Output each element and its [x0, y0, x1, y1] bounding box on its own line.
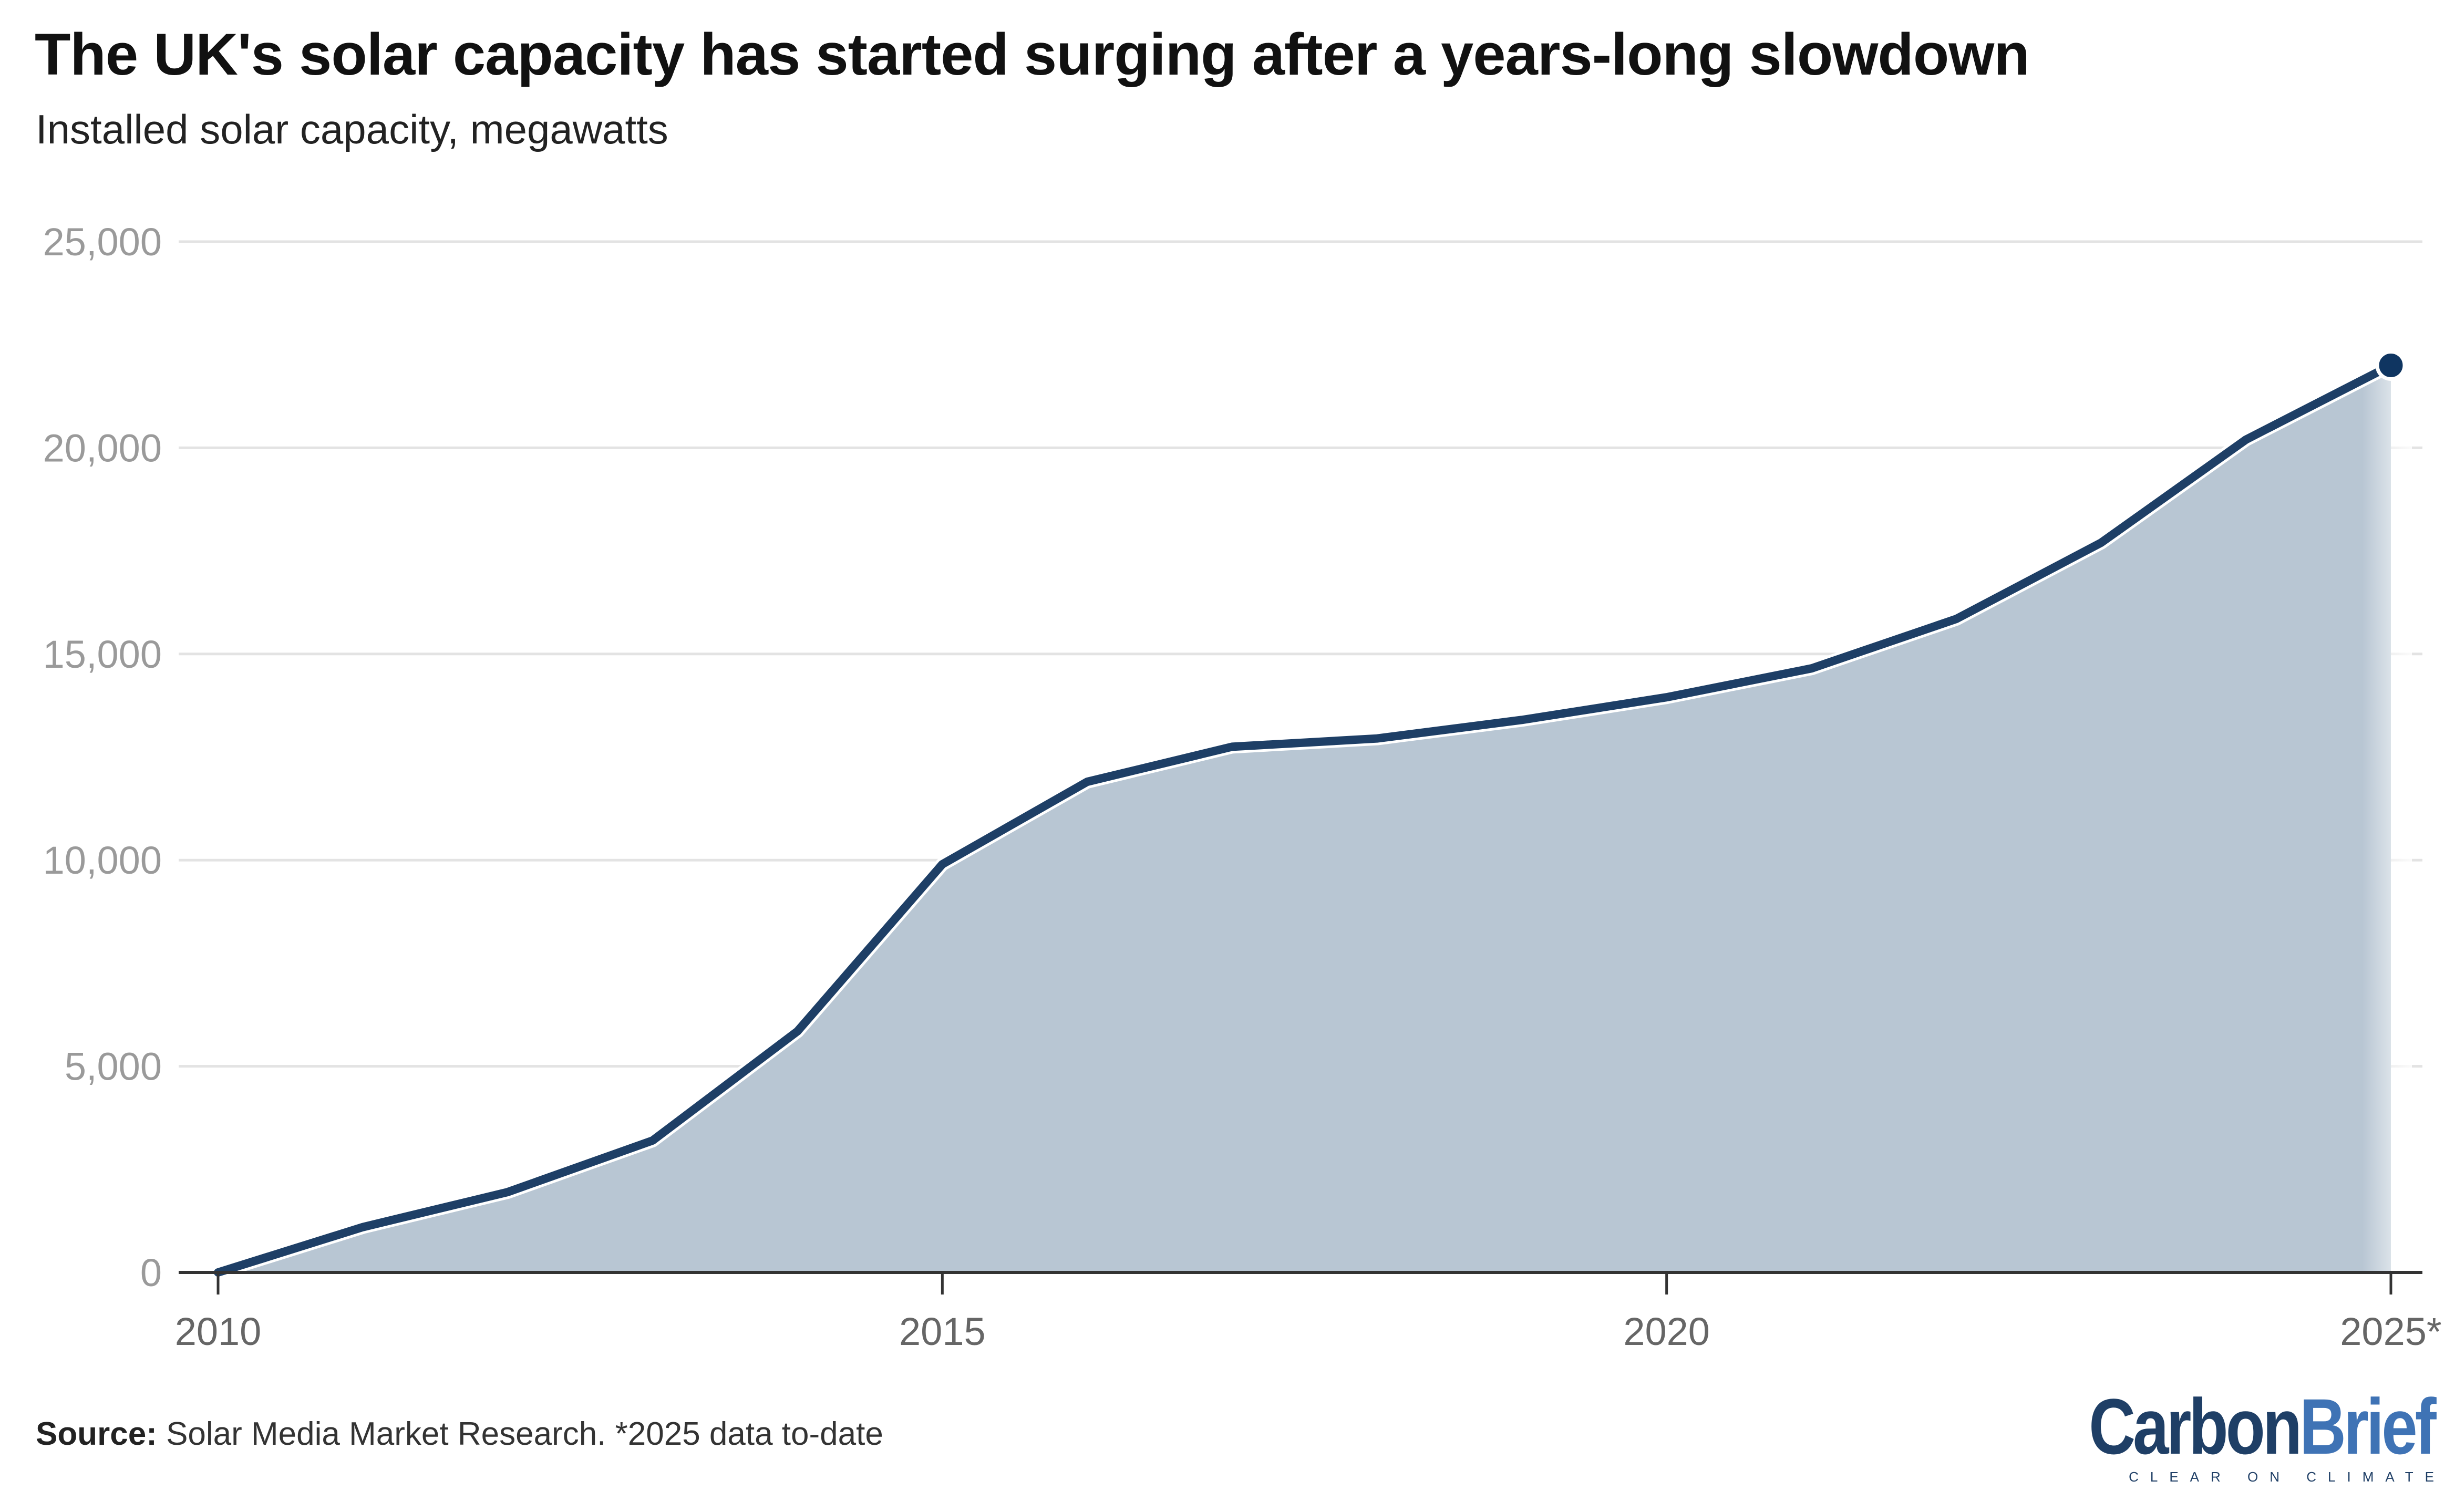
y-tick-label: 0	[140, 1251, 162, 1294]
area-fade	[2362, 376, 2412, 1272]
y-tick-label: 15,000	[43, 633, 162, 676]
source-label: Source:	[36, 1416, 157, 1452]
logo-word-brief: Brief	[2299, 1382, 2434, 1470]
logo-word-carbon: Carbon	[2089, 1382, 2299, 1470]
y-tick-label: 20,000	[43, 426, 162, 470]
y-tick-label: 10,000	[43, 838, 162, 882]
logo-tagline: CLEAR ON CLIMATE	[2013, 1469, 2446, 1485]
carbon-brief-logo: CarbonBrief CLEAR ON CLIMATE	[2013, 1387, 2434, 1485]
logo-wordmark: CarbonBrief	[2089, 1387, 2434, 1466]
source-note: Source: Solar Media Market Research. *20…	[36, 1415, 883, 1453]
x-tick-label: 2015	[899, 1310, 986, 1353]
solar-capacity-chart: 0 5,000 10,000 15,000 20,000 25,000 2010 2015 20…	[0, 0, 2455, 1512]
x-tick-label: 2010	[175, 1310, 262, 1353]
x-tick-label: 2020	[1623, 1310, 1710, 1353]
points	[2377, 351, 2405, 379]
last-data-point	[2377, 351, 2405, 379]
area-fill-group	[218, 365, 2412, 1272]
y-tick-label: 5,000	[65, 1045, 162, 1089]
x-tick-label: 2025*	[2340, 1310, 2441, 1353]
area-fill	[218, 365, 2391, 1272]
y-tick-label: 25,000	[43, 220, 162, 264]
source-text: Solar Media Market Research. *2025 data …	[157, 1416, 883, 1452]
